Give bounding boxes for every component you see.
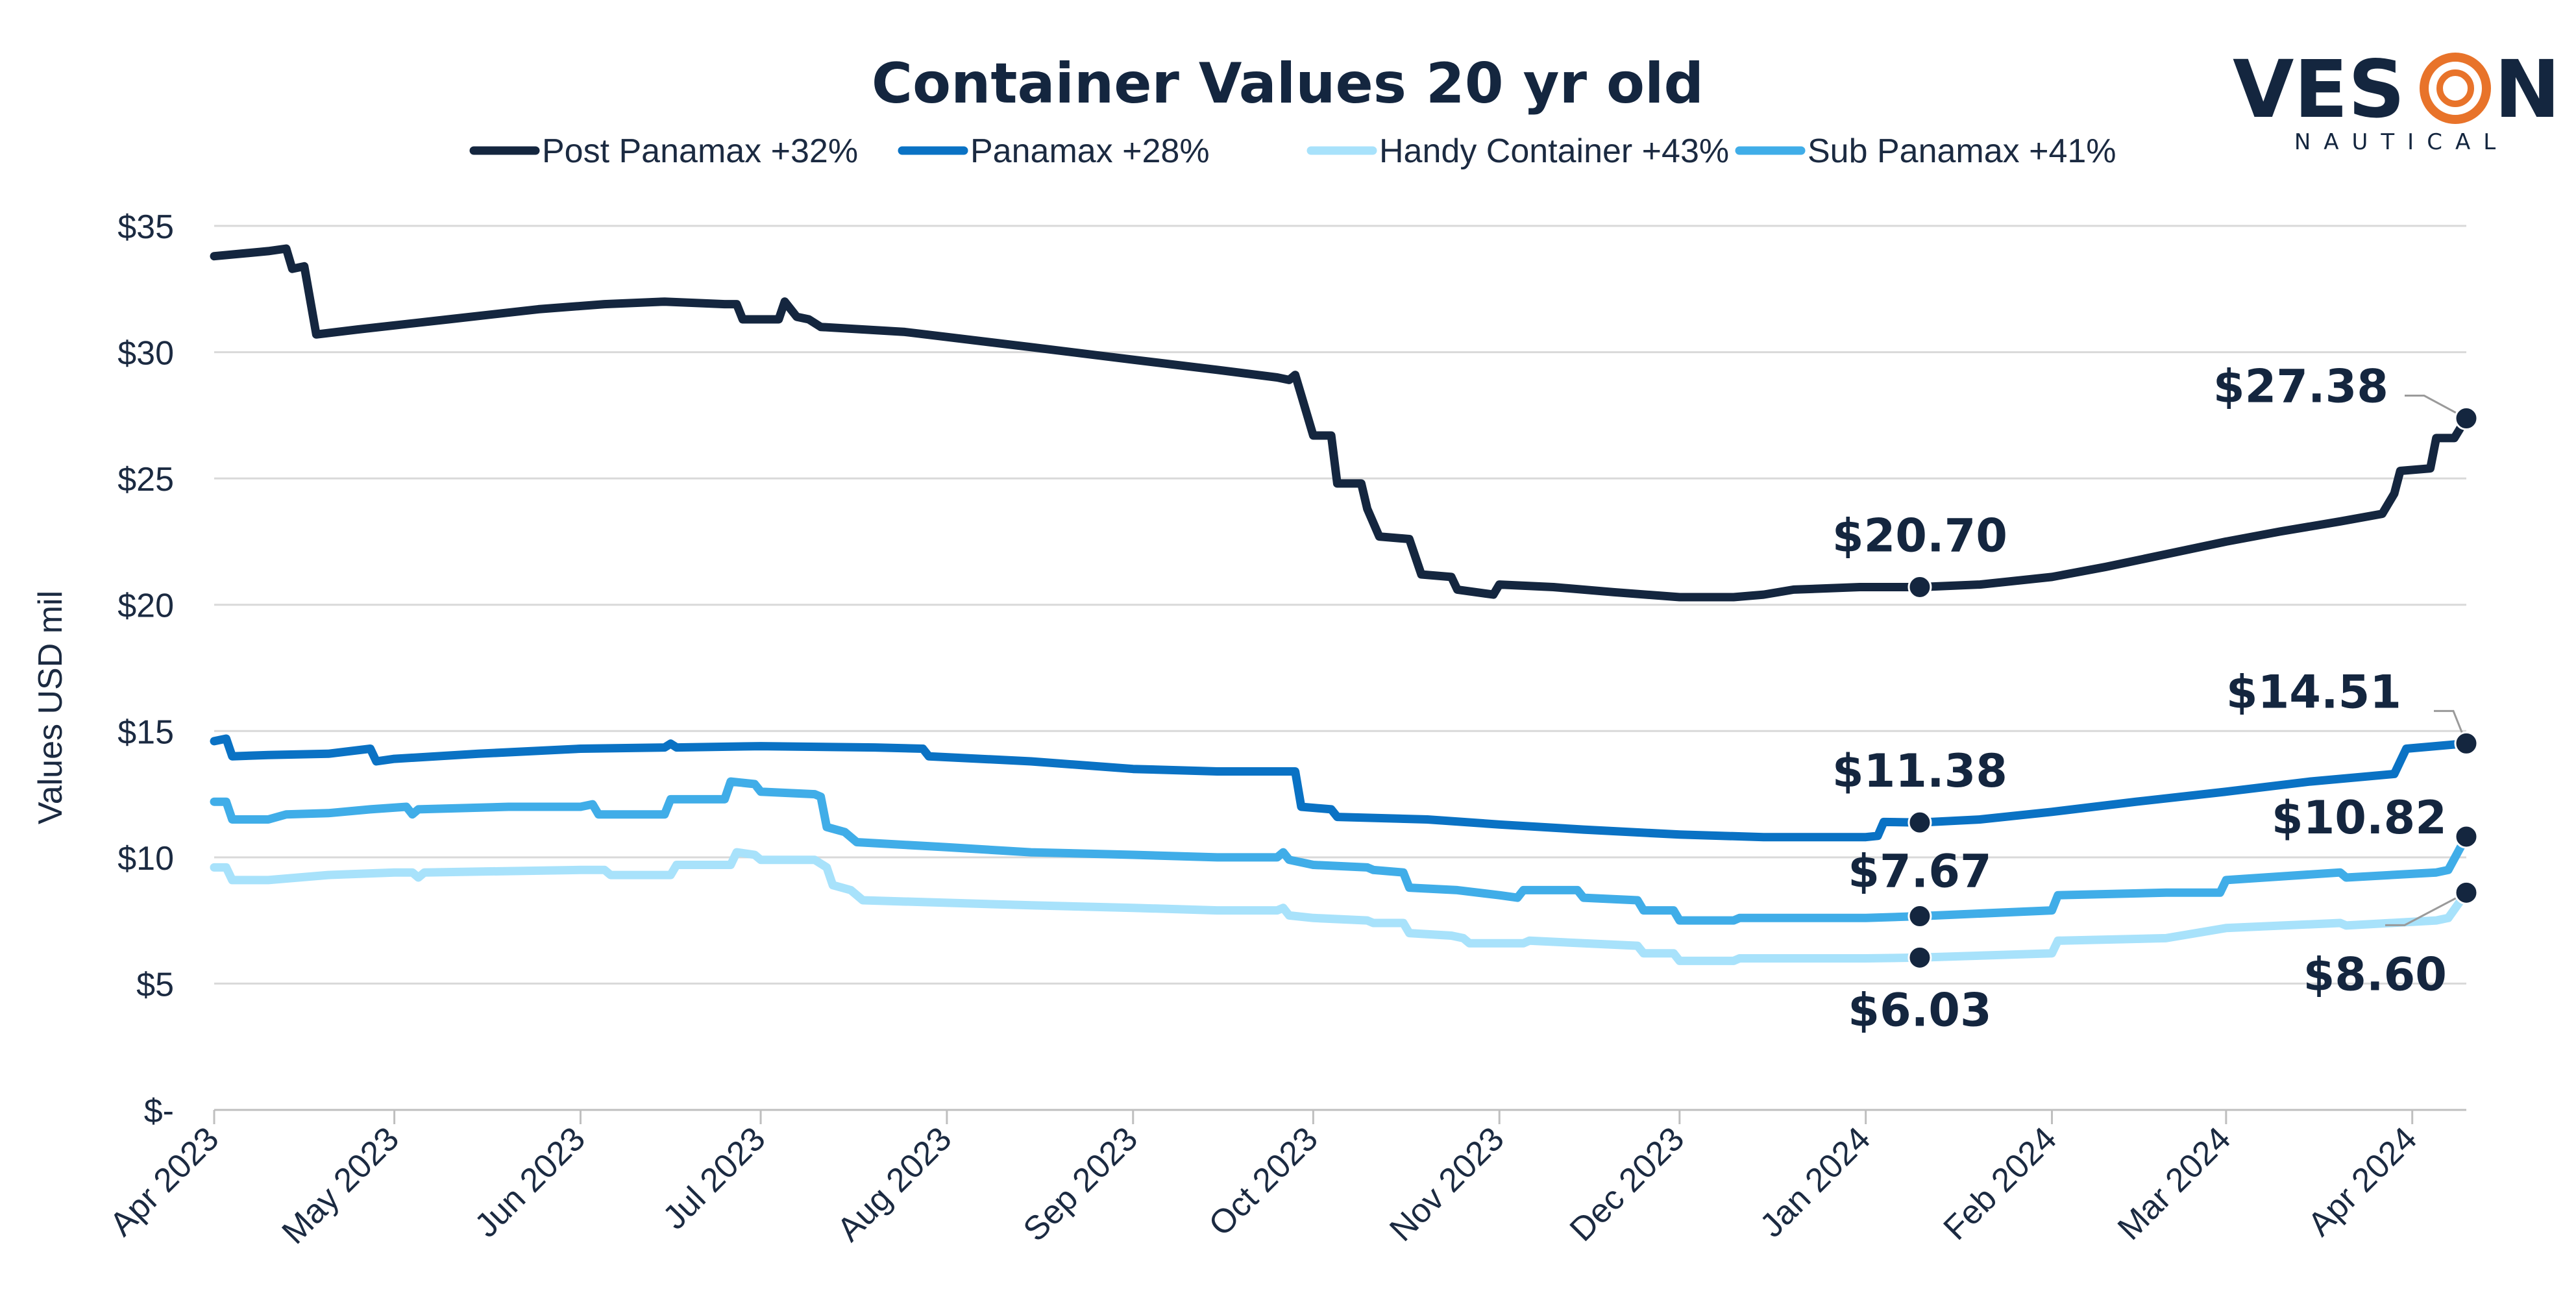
legend-label: Handy Container +43% [1379, 132, 1729, 170]
annotation-label: $11.38 [1832, 744, 2007, 798]
annotation-leader [2405, 395, 2467, 419]
annotation-label: $10.82 [2272, 791, 2447, 844]
y-tick-label: $- [144, 1092, 174, 1130]
annotations: $27.38 $20.70 $14.51 $11.38 $10.82 $7.67 $6.03… [1832, 360, 2479, 1037]
logo-wordmark: VES [2233, 43, 2405, 136]
annotation-marker [1907, 810, 1932, 835]
veson-logo: VES N NAUTICAL [2233, 43, 2560, 155]
x-tick-label: Nov 2023 [1382, 1120, 1511, 1248]
x-tick-label: Feb 2024 [1937, 1120, 2064, 1247]
y-axis-ticks: $- $5 $10 $15 $20 $25 $30 $35 [117, 208, 174, 1130]
annotation-marker [1907, 904, 1932, 929]
y-tick-label: $20 [117, 587, 174, 625]
annotation-marker [1907, 945, 1932, 970]
annotation-label: $8.60 [2303, 948, 2447, 1001]
annotation-leader [2385, 892, 2467, 926]
annotation-label: $6.03 [1848, 983, 1991, 1037]
chart-title: Container Values 20 yr old [872, 51, 1704, 116]
legend-label: Panamax +28% [970, 132, 1210, 170]
x-tick-label: Jun 2023 [468, 1120, 593, 1244]
x-tick-label: Jan 2024 [1753, 1120, 1878, 1244]
series-line-1 [210, 734, 2471, 842]
annotation-marker [2454, 880, 2479, 905]
y-tick-label: $15 [117, 713, 174, 751]
annotation-label: $7.67 [1848, 845, 1991, 898]
logo-wordmark-end: N [2494, 43, 2560, 136]
y-tick-label: $30 [117, 335, 174, 373]
x-axis: Apr 2023 May 2023 Jun 2023 Jul 2023 Aug 2023… [103, 1109, 2466, 1251]
x-tick-label: Mar 2024 [2111, 1120, 2238, 1247]
annotation-label: $27.38 [2213, 360, 2388, 413]
y-axis-label: Values USD mil [32, 591, 69, 824]
logo-subtext: NAUTICAL [2294, 129, 2509, 155]
x-tick-label: Dec 2023 [1563, 1120, 1691, 1248]
y-tick-label: $35 [117, 208, 174, 246]
x-tick-label: Oct 2023 [1202, 1120, 1325, 1243]
annotation-label: $20.70 [1832, 509, 2007, 562]
annotation-marker [1907, 574, 1932, 599]
x-tick-label: Jul 2023 [656, 1120, 773, 1236]
x-tick-label: May 2023 [275, 1120, 406, 1251]
series-line-2 [210, 848, 2471, 965]
y-tick-label: $5 [136, 966, 174, 1003]
y-tick-label: $25 [117, 461, 174, 498]
annotation-label: $14.51 [2226, 665, 2401, 719]
y-tick-label: $10 [117, 840, 174, 878]
annotation-marker [2454, 406, 2479, 431]
x-tick-label: Apr 2023 [103, 1120, 226, 1243]
annotation-marker [2454, 824, 2479, 849]
x-tick-label: Aug 2023 [830, 1120, 959, 1248]
series-line-0 [210, 244, 2471, 602]
x-tick-label: Apr 2024 [2301, 1120, 2424, 1243]
legend: Post Panamax +32% Panamax +28% Handy Conta… [469, 132, 2116, 170]
x-tick-label: Sep 2023 [1016, 1120, 1145, 1248]
annotation-marker [2454, 731, 2479, 756]
logo-o-swirl-icon [2420, 53, 2491, 124]
legend-label: Post Panamax +32% [542, 132, 858, 170]
legend-label: Sub Panamax +41% [1808, 132, 2116, 170]
